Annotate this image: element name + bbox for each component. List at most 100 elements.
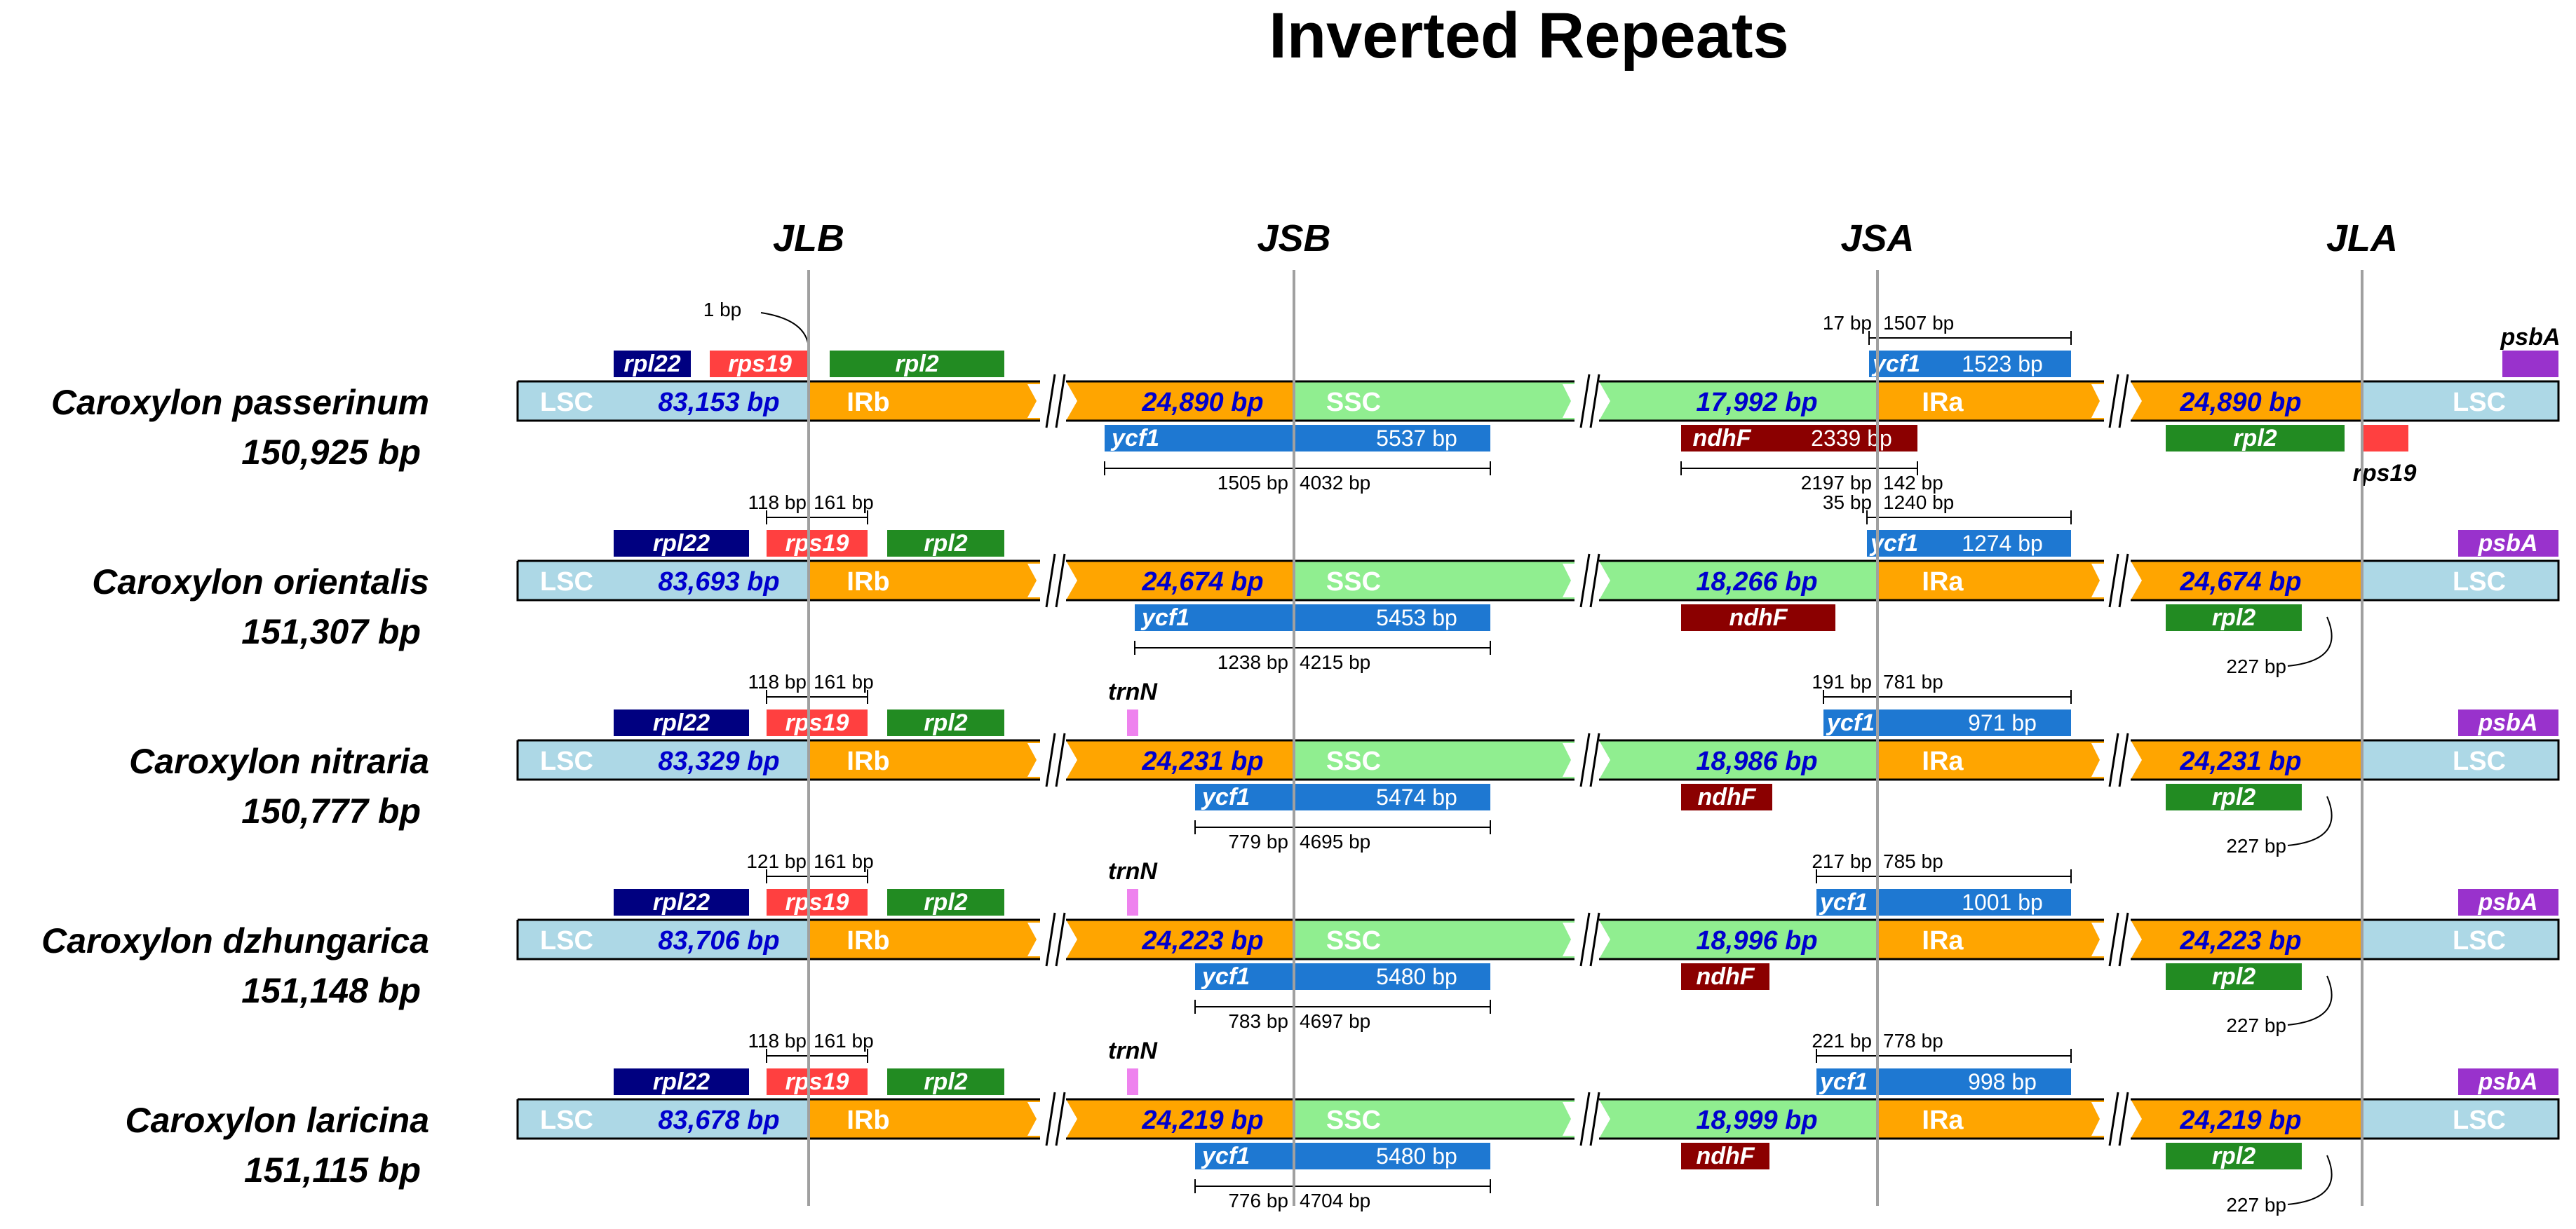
jlb-left-label: 121 bp	[746, 850, 807, 872]
lsc-end-segment	[2362, 1099, 2558, 1139]
ira-label: IRa	[1922, 926, 1964, 956]
rpl22-label: rpl22	[653, 709, 710, 736]
rpl2-bottom-label: rpl2	[2212, 963, 2255, 990]
ycf1-top-gene	[1816, 1068, 2071, 1095]
break-mark	[1579, 912, 1600, 967]
jsb-left-label: 1505 bp	[1218, 472, 1288, 494]
irb-arrow-head	[1066, 381, 1077, 421]
lsc-length: 83,678 bp	[658, 1106, 779, 1135]
ssc-length: 18,266 bp	[1696, 567, 1817, 597]
ira-label: IRa	[1922, 1106, 1964, 1135]
ira-arrow-head	[2131, 561, 2142, 600]
rps19-label: rps19	[728, 351, 792, 377]
jsa-left-label: 17 bp	[1823, 312, 1872, 334]
ycf1-bottom-label: ycf1	[1201, 963, 1250, 990]
jla-arrow	[2287, 796, 2333, 846]
junction-label-jlb: JLB	[773, 217, 844, 259]
irb-label: IRb	[847, 1106, 889, 1135]
rpl2-label: rpl2	[924, 530, 967, 557]
break-mark	[1579, 553, 1600, 608]
ira-label: IRa	[1922, 747, 1964, 776]
psbA-label: psbA	[2478, 530, 2538, 557]
ycf1-top-gene	[1867, 530, 2071, 557]
jlb-left-label: 118 bp	[748, 671, 807, 693]
ssc-arrow-head	[1599, 740, 1610, 780]
irb-segment-right	[1066, 561, 1294, 600]
psbA-label: psbA	[2500, 324, 2561, 351]
ycf1-top-gene	[1816, 889, 2071, 916]
irb-arrow-notch	[1027, 923, 1041, 956]
ndhF-label: ndhF	[1692, 425, 1751, 451]
break-mark	[1045, 374, 1066, 428]
bar-outline	[516, 1098, 2560, 1140]
jlb-right-label: 161 bp	[814, 491, 874, 513]
lsc-end-label: LSC	[2453, 747, 2506, 776]
junction-label-jla: JLA	[2326, 217, 2398, 259]
lsc-label: LSC	[540, 388, 593, 417]
ssc-segment-right	[1599, 1099, 1877, 1139]
ira-segment-right	[2131, 920, 2362, 959]
break-mark	[1579, 1092, 1600, 1146]
ssc-segment	[1294, 740, 1574, 780]
ycf1-top-label: ycf1	[1871, 351, 1920, 377]
trnN-gene	[1127, 1068, 1138, 1095]
jsb-left-label: 779 bp	[1228, 831, 1288, 853]
ycf1-bottom-length: 5453 bp	[1376, 605, 1457, 630]
jla-note: 227 bp	[2226, 1014, 2286, 1036]
species-name: Caroxylon passerinum	[51, 383, 429, 422]
irb-arrow-head	[1066, 920, 1077, 959]
ira-segment	[1877, 381, 2104, 421]
irb-label: IRb	[847, 567, 889, 597]
psbA-gene	[2458, 709, 2558, 736]
jsb-left-label: 776 bp	[1228, 1190, 1288, 1211]
rpl22-label: rpl22	[653, 530, 710, 557]
ndhF-gene	[1681, 784, 1772, 810]
ira-segment	[1877, 1099, 2104, 1139]
jla-note: 227 bp	[2226, 835, 2286, 857]
bar-outline	[516, 739, 2560, 781]
irb-segment	[809, 381, 1040, 421]
irb-segment	[809, 561, 1040, 600]
rpl2-bottom-gene	[2166, 604, 2302, 631]
ssc-arrow-notch	[1563, 384, 1575, 418]
ycf1-top-length: 1523 bp	[1962, 351, 2043, 376]
ira-segment-right	[2131, 561, 2362, 600]
ssc-length: 18,986 bp	[1696, 747, 1817, 776]
species-name: Caroxylon nitraria	[129, 742, 429, 781]
lsc-label: LSC	[540, 747, 593, 776]
break-mark	[1579, 374, 1600, 428]
jsb-right-label: 4704 bp	[1300, 1190, 1370, 1211]
jsb-right-label: 4697 bp	[1300, 1010, 1370, 1032]
ycf1-bottom-gene	[1105, 425, 1490, 451]
bar-outline	[516, 559, 2560, 602]
psbA-gene	[2458, 1068, 2558, 1095]
psbA-gene	[2502, 351, 2558, 377]
rps19-label: rps19	[785, 530, 849, 557]
ira-segment-right	[2131, 740, 2362, 780]
irb-segment-right	[1066, 1099, 1294, 1139]
ycf1-bottom-length: 5480 bp	[1376, 964, 1457, 989]
rpl2-gene	[887, 709, 1004, 736]
break-mark	[1045, 1092, 1066, 1146]
ndhF-label: ndhF	[1696, 1143, 1755, 1169]
ycf1-bottom-length: 5480 bp	[1376, 1143, 1457, 1169]
jla-note: 227 bp	[2226, 1194, 2286, 1216]
ira-arrow-head	[2131, 381, 2142, 421]
genome-size: 151,307 bp	[241, 612, 421, 651]
ssc-arrow-head	[1599, 1099, 1610, 1139]
irb-arrow-head	[1066, 561, 1077, 600]
ssc-segment-right	[1599, 740, 1877, 780]
irb-arrow-notch	[1027, 743, 1041, 777]
jsa-left-label: 221 bp	[1812, 1030, 1872, 1052]
rpl2-bottom-label: rpl2	[2212, 1143, 2255, 1169]
ira-arrow-notch	[2091, 384, 2104, 418]
irb-length: 24,219 bp	[1141, 1106, 1263, 1135]
ssc-arrow-head	[1599, 561, 1610, 600]
ycf1-top-gene	[1869, 351, 2071, 377]
psbA-gene	[2458, 889, 2558, 916]
jla-arrow	[2287, 975, 2333, 1026]
rpl22-label: rpl22	[653, 1068, 710, 1095]
ycf1-top-length: 971 bp	[1968, 710, 2037, 735]
break-mark	[1045, 733, 1066, 787]
